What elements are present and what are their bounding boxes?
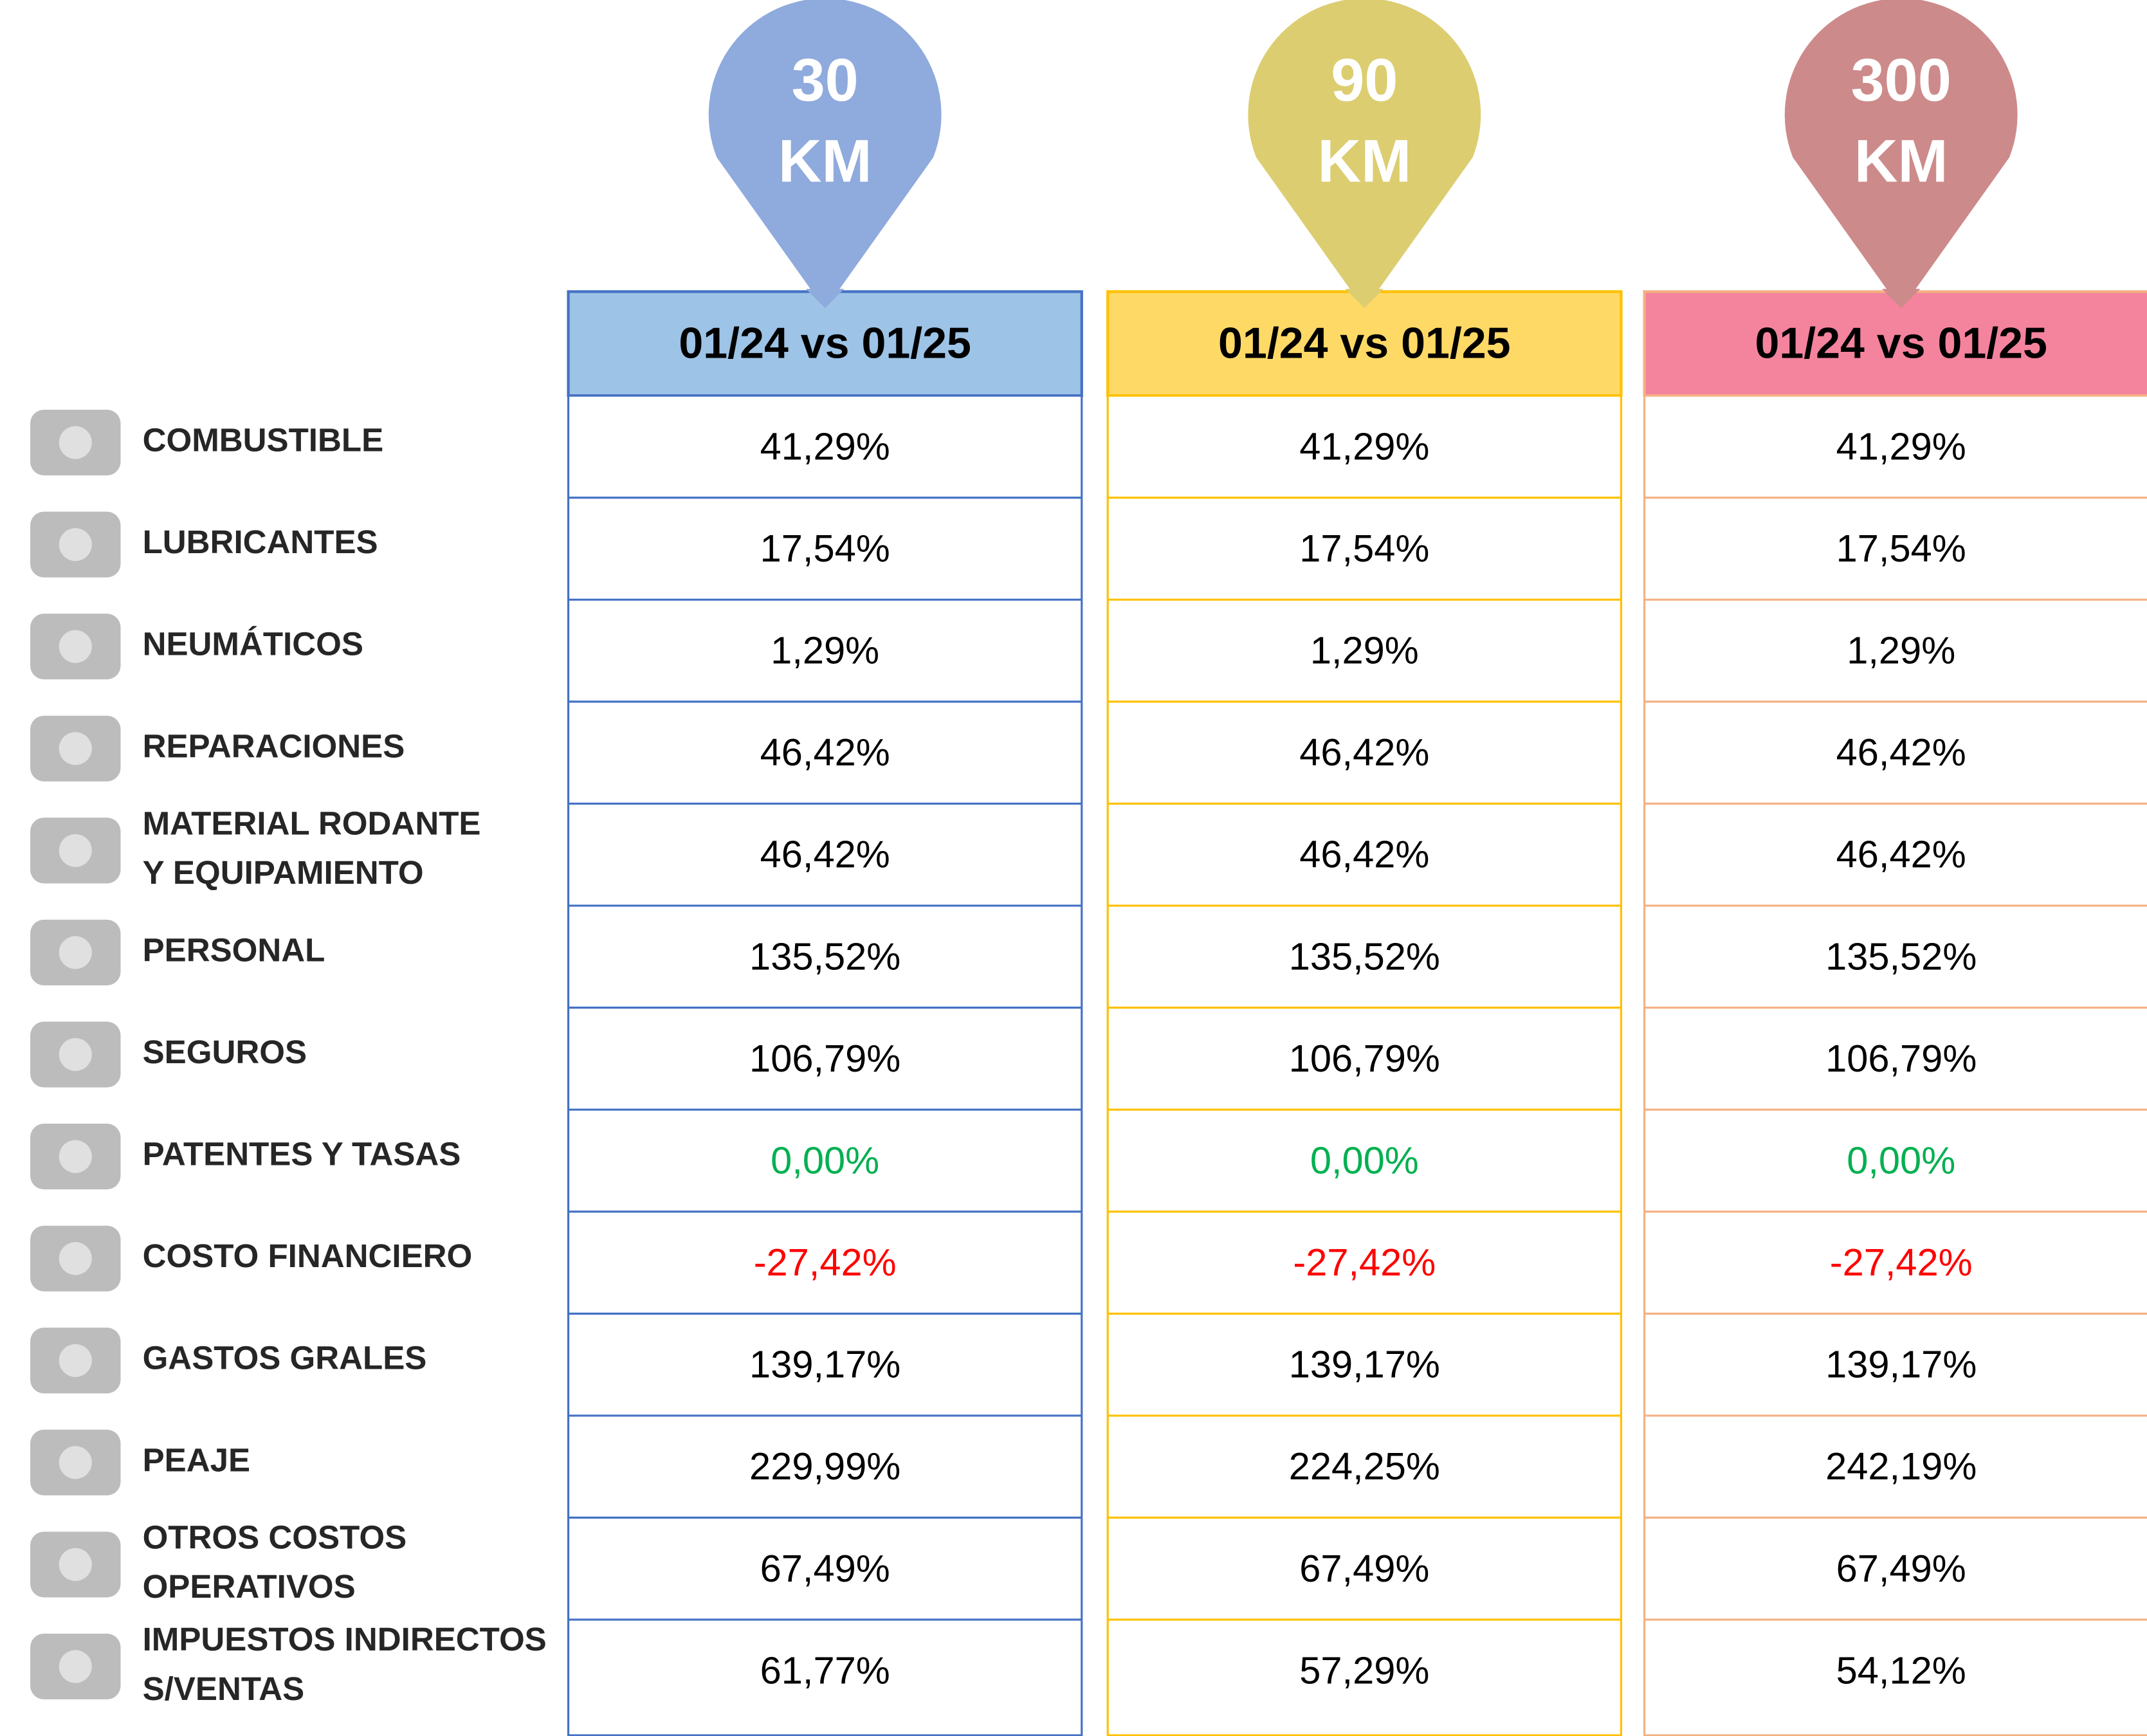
row-label: S/VENTAS bbox=[143, 1670, 305, 1707]
cell-value: 46,42% bbox=[1836, 731, 1966, 774]
cell-value: 1,29% bbox=[771, 629, 879, 672]
cell-value: 229,99% bbox=[749, 1445, 900, 1488]
header-text: 01/24 vs 01/25 bbox=[1755, 319, 2047, 368]
column-body bbox=[1643, 394, 2147, 1736]
cell-value: 135,52% bbox=[1289, 935, 1440, 978]
cell-value: 0,00% bbox=[1847, 1138, 1955, 1182]
row-icon-detail bbox=[59, 1140, 92, 1173]
cell-value: 41,29% bbox=[1836, 425, 1966, 468]
cell-value: 17,54% bbox=[1299, 527, 1429, 570]
row-icon-detail bbox=[59, 1548, 92, 1581]
row-icon-detail bbox=[59, 834, 92, 867]
row-label: SEGUROS bbox=[143, 1034, 307, 1070]
pin-tip bbox=[1881, 289, 1921, 308]
row-label: Y EQUIPAMIENTO bbox=[143, 854, 424, 891]
column-header bbox=[1106, 290, 1623, 397]
location-pin bbox=[708, 0, 942, 310]
row-label: COMBUSTIBLE bbox=[143, 422, 384, 459]
column-body bbox=[1106, 394, 1623, 1736]
cell-value: 106,79% bbox=[1289, 1037, 1440, 1080]
row-label: OTROS COSTOS bbox=[143, 1519, 407, 1556]
cell-value: 54,12% bbox=[1836, 1649, 1966, 1692]
cell-value: 106,79% bbox=[749, 1037, 900, 1080]
pin-distance: 30 bbox=[792, 46, 859, 114]
row-label: PERSONAL bbox=[143, 931, 325, 968]
cell-value: 1,29% bbox=[1310, 629, 1419, 672]
row-icon-detail bbox=[59, 1344, 92, 1377]
row-icon-detail bbox=[59, 732, 92, 765]
cell-value: -27,42% bbox=[1830, 1241, 1973, 1284]
row-label: LUBRICANTES bbox=[143, 524, 378, 560]
cell-value: 139,17% bbox=[1289, 1343, 1440, 1386]
column-header bbox=[1643, 290, 2147, 397]
cell-value: 135,52% bbox=[1825, 935, 1977, 978]
column-body bbox=[567, 394, 1083, 1736]
header-text: 01/24 vs 01/25 bbox=[1218, 319, 1510, 368]
cell-value: 46,42% bbox=[1299, 731, 1429, 774]
location-pin bbox=[1784, 0, 2018, 310]
cell-value: 67,49% bbox=[760, 1547, 890, 1590]
cell-value: 0,00% bbox=[1310, 1138, 1419, 1182]
cell-value: 135,52% bbox=[749, 935, 900, 978]
cell-value: 1,29% bbox=[1847, 629, 1955, 672]
row-label: REPARACIONES bbox=[143, 727, 405, 764]
cell-value: 242,19% bbox=[1825, 1445, 1977, 1488]
cell-value: 41,29% bbox=[760, 425, 890, 468]
cell-value: 139,17% bbox=[1825, 1343, 1977, 1386]
pin-distance: 90 bbox=[1331, 46, 1398, 114]
cell-value: -27,42% bbox=[754, 1241, 897, 1284]
cell-value: 46,42% bbox=[1836, 833, 1966, 876]
row-label: MATERIAL RODANTE bbox=[143, 805, 481, 842]
pin-tip bbox=[1345, 289, 1384, 308]
cell-value: 46,42% bbox=[1299, 833, 1429, 876]
cell-value: 17,54% bbox=[760, 527, 890, 570]
row-icon-detail bbox=[59, 528, 92, 562]
cell-value: 0,00% bbox=[771, 1138, 879, 1182]
row-label: PATENTES Y TASAS bbox=[143, 1136, 461, 1173]
row-label: IMPUESTOS INDIRECTOS bbox=[143, 1621, 547, 1658]
pin-unit: KM bbox=[1317, 127, 1411, 194]
row-label: OPERATIVOS bbox=[143, 1568, 356, 1605]
cell-value: 224,25% bbox=[1289, 1445, 1440, 1488]
row-icon-detail bbox=[59, 936, 92, 969]
row-label: NEUMÁTICOS bbox=[143, 626, 363, 662]
cell-value: 17,54% bbox=[1836, 527, 1966, 570]
cell-value: 106,79% bbox=[1825, 1037, 1977, 1080]
cell-value: 57,29% bbox=[1299, 1649, 1429, 1692]
cell-value: 67,49% bbox=[1299, 1547, 1429, 1590]
pin-unit: KM bbox=[778, 127, 872, 194]
cell-value: 41,29% bbox=[1299, 425, 1429, 468]
row-icon-detail bbox=[59, 1037, 92, 1072]
header-text: 01/24 vs 01/25 bbox=[679, 319, 971, 368]
row-label: GASTOS GRALES bbox=[143, 1340, 427, 1376]
column-header bbox=[567, 290, 1083, 397]
cell-value: 67,49% bbox=[1836, 1547, 1966, 1590]
cell-value: 139,17% bbox=[749, 1343, 900, 1386]
pin-unit: KM bbox=[1854, 127, 1948, 194]
row-icon-detail bbox=[59, 630, 92, 663]
row-label: PEAJE bbox=[143, 1441, 251, 1478]
row-icon-detail bbox=[59, 426, 92, 459]
cell-value: 46,42% bbox=[760, 833, 890, 876]
cell-value: 46,42% bbox=[760, 731, 890, 774]
row-icon-detail bbox=[59, 1242, 92, 1275]
row-icon-detail bbox=[59, 1446, 92, 1479]
pin-tip bbox=[805, 289, 845, 308]
location-pin bbox=[1248, 0, 1481, 310]
cell-value: 61,77% bbox=[760, 1649, 890, 1692]
row-label: COSTO FINANCIERO bbox=[143, 1238, 473, 1274]
pin-distance: 300 bbox=[1851, 46, 1951, 114]
cell-value: -27,42% bbox=[1293, 1241, 1436, 1284]
row-icon-detail bbox=[59, 1650, 92, 1683]
